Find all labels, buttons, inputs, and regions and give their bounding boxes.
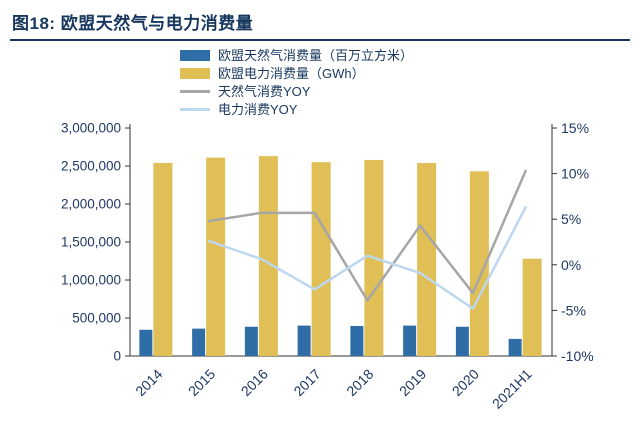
chart-svg: 0 500,000 1,000,000 1,500,000 2,000,000 2,500…	[61, 120, 594, 412]
x-axis-label: 2014	[132, 366, 165, 399]
x-axis-label: 2019	[396, 366, 429, 399]
legend-item: 欧盟电力消费量（GWh）	[180, 66, 640, 81]
line-gas-yoy	[207, 169, 527, 302]
bar-power	[153, 162, 173, 356]
bar-power	[258, 156, 278, 356]
bar-power	[206, 157, 226, 356]
legend-line-swatch	[180, 90, 210, 93]
bar-power	[417, 162, 437, 356]
x-axis-label: 2017	[290, 366, 323, 399]
right-axis-label: 5%	[561, 211, 581, 227]
left-axis-label: 3,000,000	[61, 121, 121, 136]
left-axis-label: 1,000,000	[61, 273, 121, 288]
bar-gas	[297, 325, 311, 356]
legend-label: 欧盟电力消费量（GWh）	[218, 66, 365, 81]
bar-gas	[403, 325, 417, 356]
legend: 欧盟天然气消费量（百万立方米） 欧盟电力消费量（GWh） 天然气消费YOY 电力消费Y…	[180, 48, 640, 117]
legend-line-swatch	[180, 108, 210, 111]
bar-gas	[350, 325, 364, 356]
bar-gas	[244, 326, 258, 356]
left-axis-label: 2,000,000	[61, 197, 121, 212]
legend-item: 天然气消费YOY	[180, 84, 640, 99]
legend-label: 欧盟天然气消费量（百万立方米）	[218, 48, 414, 63]
line-power-yoy	[207, 206, 527, 310]
right-axis-label: 15%	[561, 120, 589, 136]
bar-gas	[508, 338, 522, 356]
x-axis-label: 2015	[185, 366, 218, 399]
bar-gas	[455, 326, 469, 356]
bar-gas	[192, 328, 206, 356]
x-axis-label: 2020	[449, 366, 482, 399]
left-axis-label: 500,000	[72, 311, 121, 326]
left-axis-label: 0	[113, 349, 121, 364]
legend-bar-swatch	[180, 68, 210, 79]
left-axis-label: 1,500,000	[61, 235, 121, 250]
right-axis-label: 10%	[561, 166, 589, 182]
bar-power	[469, 171, 489, 356]
legend-label: 天然气消费YOY	[218, 84, 311, 99]
legend-bar-swatch	[180, 50, 210, 61]
bar-power	[522, 258, 542, 356]
figure-header: 图18: 欧盟天然气与电力消费量	[10, 0, 630, 41]
x-axis-label: 2016	[238, 366, 271, 399]
legend-item: 电力消费YOY	[180, 102, 640, 117]
figure-title: 图18: 欧盟天然气与电力消费量	[12, 14, 254, 33]
right-axis-label: 0%	[561, 257, 581, 273]
bar-power	[311, 162, 331, 356]
x-axis-label: 2018	[343, 366, 376, 399]
x-axis-label: 2021H1	[489, 366, 535, 412]
left-axis-label: 2,500,000	[61, 159, 121, 174]
legend-label: 电力消费YOY	[218, 102, 298, 117]
legend-item: 欧盟天然气消费量（百万立方米）	[180, 48, 640, 63]
right-axis-label: -10%	[561, 348, 594, 364]
bar-gas	[139, 329, 153, 356]
right-axis-label: -5%	[561, 302, 586, 318]
